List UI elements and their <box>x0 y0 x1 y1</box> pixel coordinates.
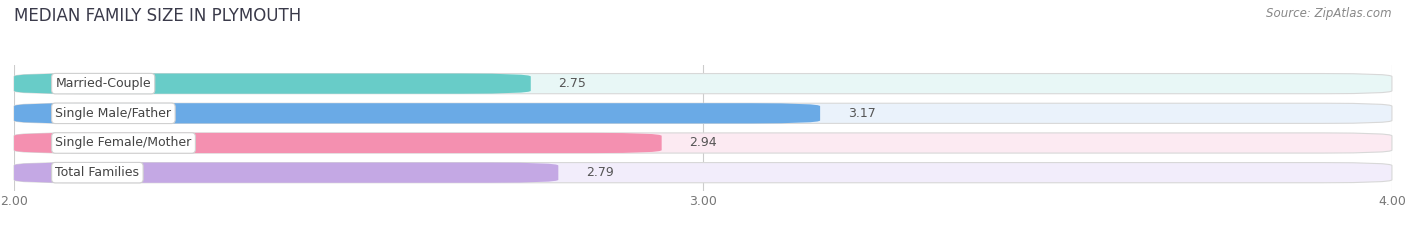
Text: 2.79: 2.79 <box>586 166 613 179</box>
FancyBboxPatch shape <box>14 133 662 153</box>
FancyBboxPatch shape <box>14 163 558 183</box>
Text: Total Families: Total Families <box>55 166 139 179</box>
Text: 3.17: 3.17 <box>848 107 876 120</box>
FancyBboxPatch shape <box>14 163 1392 183</box>
FancyBboxPatch shape <box>14 103 820 123</box>
Text: Source: ZipAtlas.com: Source: ZipAtlas.com <box>1267 7 1392 20</box>
Text: 2.94: 2.94 <box>689 137 717 150</box>
FancyBboxPatch shape <box>14 74 1392 94</box>
FancyBboxPatch shape <box>14 103 1392 123</box>
Text: 2.75: 2.75 <box>558 77 586 90</box>
Text: MEDIAN FAMILY SIZE IN PLYMOUTH: MEDIAN FAMILY SIZE IN PLYMOUTH <box>14 7 301 25</box>
FancyBboxPatch shape <box>14 74 530 94</box>
Text: Single Female/Mother: Single Female/Mother <box>55 137 191 150</box>
FancyBboxPatch shape <box>14 133 1392 153</box>
Text: Married-Couple: Married-Couple <box>55 77 150 90</box>
Text: Single Male/Father: Single Male/Father <box>55 107 172 120</box>
